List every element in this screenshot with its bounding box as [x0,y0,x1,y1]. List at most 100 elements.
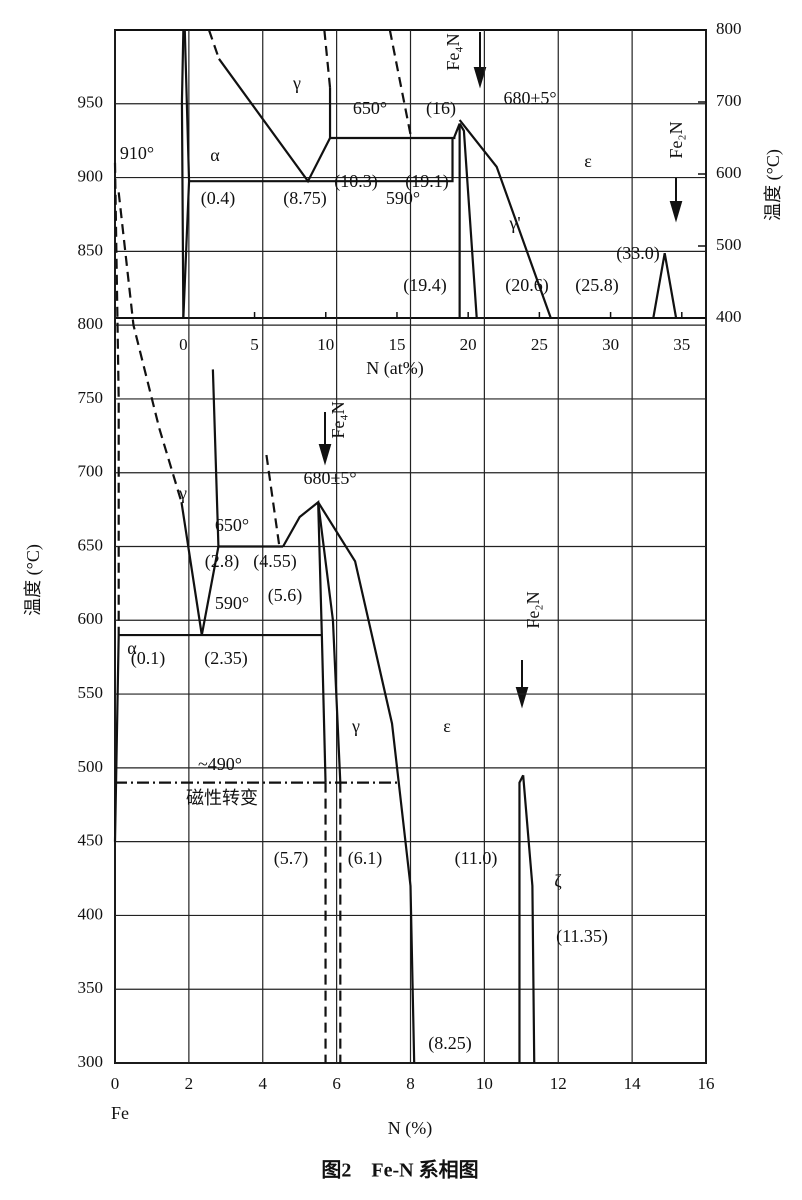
phase-boundary [218,58,332,184]
annotation: (2.35) [204,648,248,669]
annotation: (8.25) [428,1033,472,1054]
phase-boundary [652,253,678,319]
phase-boundary [323,29,332,88]
y-tick-label: 950 [78,93,104,112]
phase-boundary [113,635,120,842]
y2-tick-label: 700 [716,91,742,110]
annotation: ζ [554,871,562,891]
y-tick-label: 750 [78,388,104,407]
phase-boundary [317,502,342,783]
x-tick-label: 14 [624,1074,642,1093]
annotation: (6.1) [348,848,383,869]
phase-boundary [211,369,284,548]
phase-boundary [117,192,183,503]
x-axis-label: N (%) [388,1118,432,1139]
x-tick-label: 0 [111,1074,120,1093]
annotation: (11.0) [455,848,498,869]
annotation: α [210,145,220,165]
y2-tick-label: 600 [716,163,742,182]
phase-boundary [522,775,536,1064]
x-tick-label: 10 [476,1074,493,1093]
y-tick-label: 600 [78,609,104,628]
annotation: 910° [120,143,154,163]
annotation: α [127,638,137,658]
phase-boundary [207,29,220,60]
annotation: 680±5° [303,468,356,488]
x-tick-label: 4 [259,1074,268,1093]
inset-x-axis-label: N (at%) [366,358,423,379]
annotation: Fe₄N [328,401,348,438]
x-tick-label: 20 [460,335,477,354]
x-tick-label: 30 [602,335,619,354]
y-tick-label: 450 [78,831,104,850]
y-tick-label: 350 [78,978,104,997]
x-tick-label: 8 [406,1074,415,1093]
phase-boundary [320,635,327,783]
x-tick-label: 15 [388,335,405,354]
annotation: (0.1) [131,648,166,669]
phase-boundary [458,123,478,319]
annotation: 680±5° [503,88,556,108]
x-tick-label: 12 [550,1074,567,1093]
figure-caption: 图2 Fe-N 系相图 [321,1158,478,1182]
annotation: (2.8) [205,551,240,572]
phase-boundary [452,123,461,318]
annotation: (0.4) [201,188,236,209]
annotation: 磁性转变 [186,788,258,808]
annotation: ε [584,151,592,171]
y2-tick-label: 500 [716,235,742,254]
phase-boundary [189,138,454,183]
x-tick-label: 2 [185,1074,194,1093]
annotation: 590° [215,593,249,613]
annotation: (33.0) [616,243,660,264]
annotation: 650° [353,98,387,118]
annotation: (20.6) [505,275,549,296]
phase-boundary [518,774,525,1063]
x-tick-label: 16 [698,1074,715,1093]
arrows [318,32,683,709]
y2-tick-label: 400 [716,307,742,326]
annotation: γ [351,716,360,736]
x-tick-label: 25 [531,335,548,354]
phase-boundary [265,454,281,547]
annotation: Fe₂N [666,121,686,158]
x-tick-label: 6 [332,1074,341,1093]
phase-boundary [282,499,323,636]
x-tick-label: 5 [250,335,259,354]
x-tick-label: 0 [179,335,188,354]
annotation: (8.75) [283,188,327,209]
phase-boundary [317,501,416,1064]
annotation: γ [178,483,187,503]
phase-boundary [328,87,456,140]
annotation: (10.3) [334,171,378,192]
phase-boundary [388,29,413,139]
annotation: (4.55) [253,551,297,572]
annotation: 590° [386,188,420,208]
annotation: Fe₄N [443,33,463,70]
annotation: (19.1) [405,171,449,192]
annotation: (16) [426,98,456,119]
y-axis-label: 温度 (°C) [23,544,44,616]
annotation: (11.35) [556,926,608,947]
y-tick-label: 500 [78,757,104,776]
phase-boundary [180,29,185,319]
x-tick-label: 35 [673,335,690,354]
y-tick-label: 550 [78,683,104,702]
annotation: ε [443,716,451,736]
annotation: γ' [508,213,520,233]
y-tick-label: 650 [78,535,104,554]
annotation: (5.6) [268,585,303,606]
phase-boundary [113,162,120,636]
phase-boundary [182,29,191,319]
annotation: (19.4) [403,275,447,296]
y-tick-label: 900 [78,166,104,185]
annotation: Fe [111,1103,129,1123]
y-tick-label: 400 [78,904,104,923]
annotation: 650° [215,515,249,535]
y2-tick-label: 800 [716,19,742,38]
y-tick-label: 300 [78,1052,104,1071]
annotation: ~490° [198,754,242,774]
annotation: Fe₂N [523,591,543,628]
annotation: (25.8) [575,275,619,296]
